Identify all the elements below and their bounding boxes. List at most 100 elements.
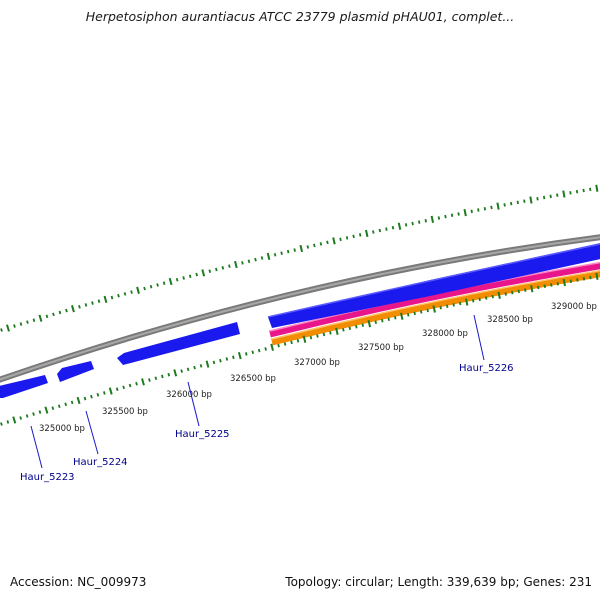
bp-label-325500: 325500 bp <box>102 407 148 417</box>
scale-tick <box>122 385 125 390</box>
scale-tick <box>372 230 375 234</box>
scale-tick <box>0 422 3 426</box>
scale-tick <box>503 203 506 207</box>
cds-haur-5226 <box>268 243 600 328</box>
cds-haur-5225 <box>117 322 240 365</box>
cds-track <box>0 243 600 398</box>
scale-tick <box>306 245 310 249</box>
scale-tick <box>251 350 254 355</box>
scale-tick <box>430 215 435 223</box>
scale-tick <box>205 360 210 368</box>
scale-tick <box>437 216 441 220</box>
cds-haur-5223 <box>0 375 48 398</box>
scale-tick <box>38 410 42 414</box>
scale-tick <box>212 360 216 365</box>
bp-label-327000: 327000 bp <box>294 358 340 368</box>
scale-tick <box>225 357 229 361</box>
scale-tick <box>103 391 106 395</box>
scale-tick <box>175 277 179 282</box>
scale-tick <box>424 218 427 223</box>
scale-tick <box>270 343 274 351</box>
scale-tick <box>426 308 429 313</box>
scale-tick <box>6 324 10 332</box>
scale-tick <box>254 257 257 262</box>
gene-label-haur-5226[interactable]: Haur_5226 <box>459 363 514 374</box>
scale-tick <box>309 335 313 340</box>
scale-tick <box>180 369 183 373</box>
scale-tick <box>257 348 261 353</box>
topology-stats-footer: Topology: circular; Length: 339,639 bp; … <box>285 575 592 589</box>
scale-tick <box>516 200 519 205</box>
scale-tick <box>490 205 493 210</box>
scale-tick <box>444 214 447 219</box>
scale-tick <box>96 393 100 397</box>
scale-tick <box>6 420 10 424</box>
scale-tick <box>117 293 120 298</box>
inner-scale-ticks <box>0 272 599 426</box>
scale-tick <box>156 283 159 287</box>
scale-tick <box>556 193 559 197</box>
scale-tick <box>12 416 17 424</box>
scale-tick <box>517 289 520 294</box>
scale-tick <box>352 234 355 239</box>
bp-label-328500: 328500 bp <box>487 315 533 325</box>
scale-tick <box>280 251 283 255</box>
scale-tick <box>199 364 203 368</box>
scale-tick <box>595 272 599 280</box>
scale-tick <box>589 187 592 192</box>
scale-tick <box>110 295 114 300</box>
scale-tick <box>45 314 49 319</box>
scale-tick <box>128 383 132 388</box>
scale-tick <box>399 312 404 320</box>
scale-tick <box>576 278 579 282</box>
scale-tick <box>569 191 572 195</box>
scale-tick <box>504 292 507 296</box>
scale-tick <box>266 252 271 261</box>
scale-tick <box>381 318 384 323</box>
scale-tick <box>524 288 527 292</box>
scale-tick <box>260 256 264 260</box>
scale-tick <box>115 387 119 391</box>
scale-tick <box>234 260 238 269</box>
scale-tick <box>510 201 513 206</box>
scale-tick <box>361 323 365 327</box>
scale-tick <box>575 189 579 194</box>
scale-tick <box>391 225 395 230</box>
gene-label-haur-5223[interactable]: Haur_5223 <box>20 472 75 483</box>
scale-tick <box>108 387 113 395</box>
outer-scale-ticks <box>0 184 599 332</box>
scale-tick <box>299 244 304 253</box>
scale-tick <box>52 312 55 317</box>
scale-tick <box>569 279 573 283</box>
scale-tick <box>549 194 552 199</box>
bp-label-329000: 329000 bp <box>551 302 597 312</box>
scale-tick <box>316 334 319 338</box>
scale-tick <box>397 222 402 230</box>
scale-tick <box>83 396 87 401</box>
scale-tick <box>378 228 382 233</box>
bp-label-325000: 325000 bp <box>39 424 85 434</box>
scale-tick <box>417 220 421 224</box>
scale-tick <box>537 285 540 290</box>
scale-tick <box>19 322 23 326</box>
scale-tick <box>562 190 566 198</box>
gene-label-haur-5225[interactable]: Haur_5225 <box>175 429 230 440</box>
scale-tick <box>193 365 196 370</box>
scale-tick <box>0 328 3 332</box>
scale-tick <box>411 221 414 226</box>
magenta-feature-track <box>269 262 600 338</box>
scale-tick <box>154 376 158 381</box>
scale-tick <box>143 286 146 291</box>
scale-tick <box>313 243 316 248</box>
scale-tick <box>215 267 218 272</box>
scale-tick <box>91 301 94 305</box>
scale-tick <box>38 314 43 322</box>
scale-tick <box>58 310 62 315</box>
scale-tick <box>70 400 74 405</box>
gene-label-haur-5224[interactable]: Haur_5224 <box>73 457 128 468</box>
scale-tick <box>471 298 475 303</box>
scale-tick <box>71 305 75 313</box>
orange-feature-track <box>271 270 600 346</box>
scale-tick <box>542 195 546 200</box>
